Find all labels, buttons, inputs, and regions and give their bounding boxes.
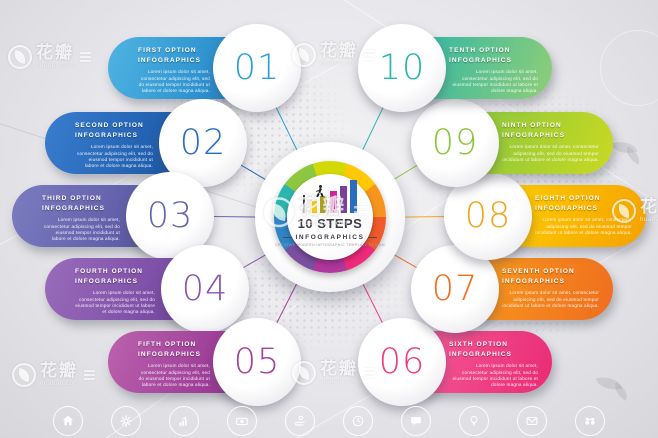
option-title: SEVENTH OPTION xyxy=(502,268,575,275)
hand-coin-icon[interactable] xyxy=(285,406,315,436)
option-number: 09 xyxy=(431,123,479,163)
home-icon[interactable] xyxy=(53,406,83,436)
center-hub: 10 STEPS INFOGRAPHICS CREATIVE MODERN IN… xyxy=(255,142,405,292)
chart-bar xyxy=(330,191,337,214)
chart-bar xyxy=(350,180,357,214)
watermark-brand: 花瓣 xyxy=(320,41,358,60)
option-body: Lorem ipsum dolor sit amet, consectetur … xyxy=(44,217,120,242)
option-number: 06 xyxy=(378,342,426,382)
huaban-leaf-logo-icon xyxy=(8,44,32,69)
option-body: Lorem ipsum dolor sit amet, consectetur … xyxy=(138,69,210,94)
option-number-badge: 05 xyxy=(213,318,301,406)
option-subtitle: INFOGRAPHICS xyxy=(75,132,139,140)
option-title: NINTH OPTION xyxy=(502,122,562,129)
option-subtitle: INFOGRAPHICS xyxy=(138,57,202,65)
chart-bar xyxy=(340,186,347,214)
option-card-9[interactable]: NINTH OPTION INFOGRAPHICS Lorem ipsum do… xyxy=(411,99,614,187)
money-icon[interactable] xyxy=(227,406,257,436)
chat-bubble-icon[interactable] xyxy=(401,406,431,436)
icon-toolbar xyxy=(53,406,605,436)
option-title: FOURTH OPTION xyxy=(75,268,144,275)
mail-envelope-icon[interactable] xyxy=(517,406,547,436)
option-subtitle: INFOGRAPHICS xyxy=(75,278,139,286)
option-number: 03 xyxy=(146,196,194,236)
option-body: Lorem ipsum dolor sit amet, consectetur … xyxy=(535,217,632,235)
leaf-decoration xyxy=(610,382,632,401)
option-subtitle: INFOGRAPHICS xyxy=(449,351,513,359)
leaf-decoration xyxy=(595,374,623,393)
chart-bar xyxy=(320,196,327,214)
option-title: FIFTH OPTION xyxy=(138,341,197,348)
option-subtitle: INFOGRAPHICS xyxy=(502,278,566,286)
option-number: 01 xyxy=(233,48,281,88)
option-title: EIGHTH OPTION xyxy=(535,195,601,202)
center-inner-circle: 10 STEPS INFOGRAPHICS CREATIVE MODERN IN… xyxy=(275,174,384,260)
option-subtitle: INFOGRAPHICS xyxy=(449,57,513,65)
option-body: Lorem ipsum dolor sit amet, consectetur … xyxy=(502,144,599,162)
option-card-5[interactable]: FIFTH OPTION INFOGRAPHICS Lorem ipsum do… xyxy=(108,318,302,406)
option-number: 08 xyxy=(464,196,512,236)
option-title: THIRD OPTION xyxy=(42,195,102,202)
option-body: Lorem ipsum dolor sit amet, consectetur … xyxy=(502,290,599,308)
option-subtitle: INFOGRAPHICS xyxy=(42,205,106,213)
center-title: 10 STEPS xyxy=(297,216,363,232)
option-body: Lorem ipsum dolor sit amet, consectetur … xyxy=(452,363,538,388)
option-body: Lorem ipsum dolor sit amet, consectetur … xyxy=(452,69,538,94)
option-card-10[interactable]: TENTH OPTION INFOGRAPHICS Lorem ipsum do… xyxy=(358,24,553,112)
binoculars-icon[interactable] xyxy=(575,406,605,436)
running-person-icon xyxy=(315,185,324,197)
option-number: 02 xyxy=(179,123,227,163)
decor-circle xyxy=(600,30,658,106)
watermark-domain: huaban.com xyxy=(40,381,80,387)
option-number: 10 xyxy=(378,48,426,88)
option-number: 04 xyxy=(181,269,229,309)
option-title: SECOND OPTION xyxy=(75,122,144,129)
option-body: Lorem ipsum dolor sit amet, consectetur … xyxy=(138,363,210,388)
option-number: 07 xyxy=(431,269,479,309)
bar-chart-icon[interactable] xyxy=(169,406,199,436)
leaf-decoration xyxy=(610,137,638,158)
option-subtitle: INFOGRAPHICS xyxy=(535,205,599,213)
option-number-badge: 10 xyxy=(358,24,446,112)
watermark-domain: huaban.com xyxy=(36,63,76,69)
option-subtitle: INFOGRAPHICS xyxy=(502,132,566,140)
watermark-brand: 花瓣 xyxy=(40,361,78,380)
watermark-brand: 花瓣 xyxy=(36,43,74,62)
settings-gear-icon[interactable] xyxy=(111,406,141,436)
option-subtitle: INFOGRAPHICS xyxy=(138,351,202,359)
option-title: SIXTH OPTION xyxy=(449,341,509,348)
watermark-domain: huaban.com xyxy=(320,379,360,385)
clock-icon[interactable] xyxy=(343,406,373,436)
leaf-decoration xyxy=(622,146,644,165)
center-tagline: CREATIVE MODERN INFOGRAPHIC TEMPLATE DES… xyxy=(275,243,385,247)
option-title: TENTH OPTION xyxy=(449,47,511,54)
center-subtitle: INFOGRAPHICS xyxy=(280,234,379,241)
growth-chart-icon xyxy=(303,179,357,214)
option-number-badge: 09 xyxy=(411,99,499,187)
option-body: Lorem ipsum dolor sit amet, consectetur … xyxy=(75,290,155,315)
option-title: FIRST OPTION xyxy=(138,47,197,54)
option-body: Lorem ipsum dolor sit amet, consectetur … xyxy=(77,144,153,169)
watermark-domain: huaban.com xyxy=(320,61,360,67)
lightbulb-icon[interactable] xyxy=(459,406,489,436)
huaban-leaf-logo-icon xyxy=(12,362,36,387)
option-number: 05 xyxy=(233,342,281,382)
chart-bar xyxy=(310,201,317,214)
watermark-brand: 花瓣 xyxy=(320,359,358,378)
